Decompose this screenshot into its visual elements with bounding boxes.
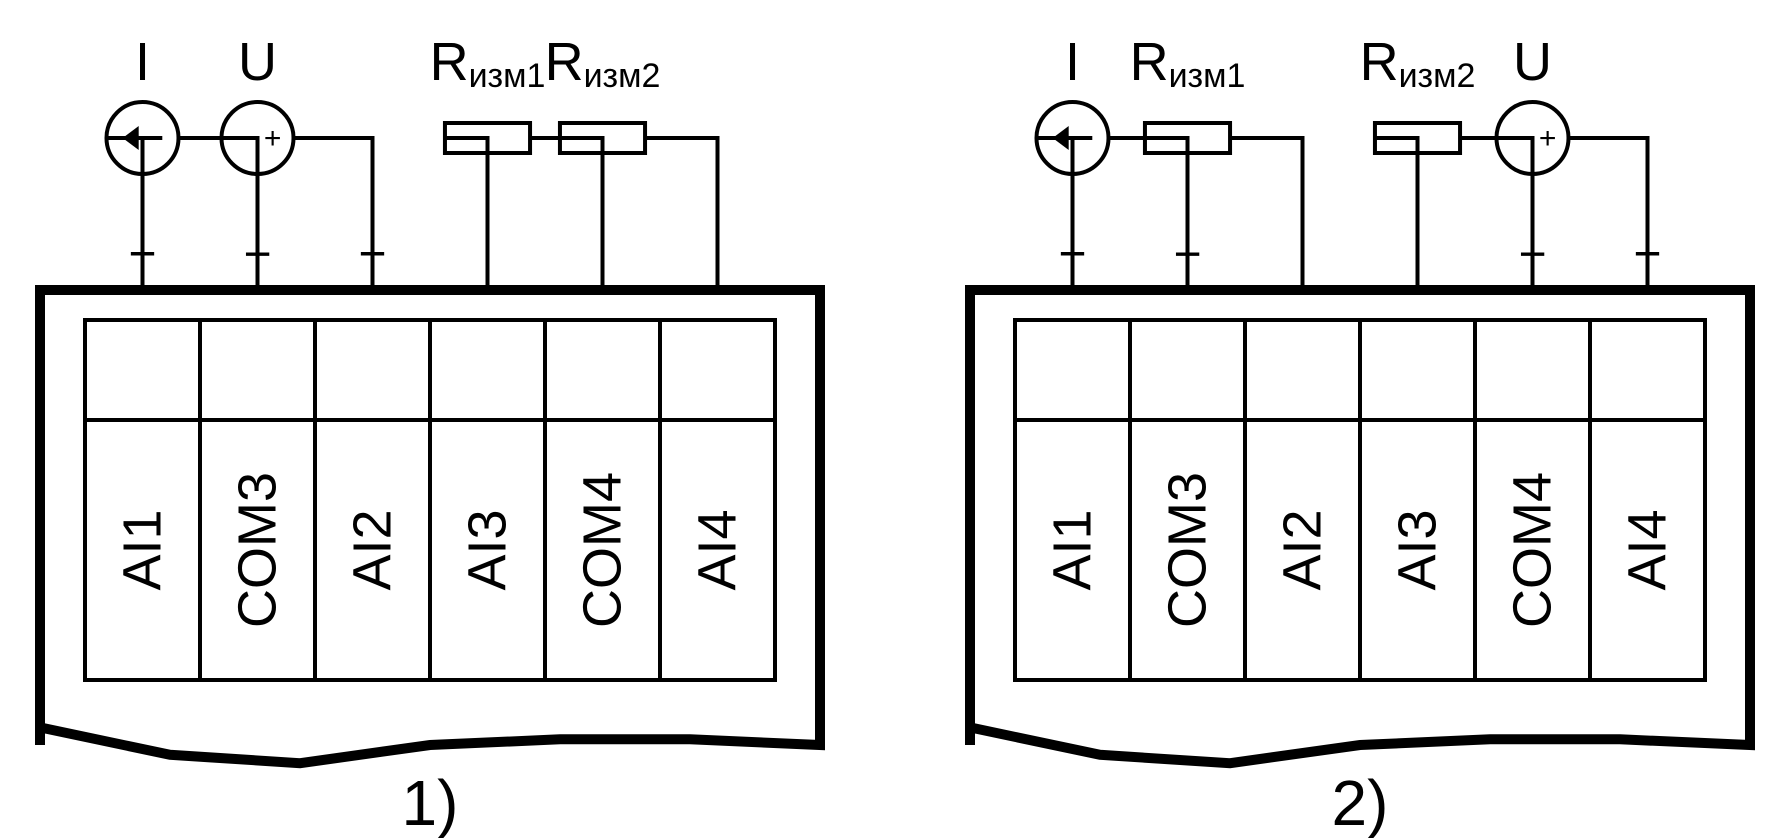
terminal-label: AI3 (458, 509, 518, 590)
component-label: U (1513, 32, 1552, 92)
terminal-label: AI1 (1043, 509, 1103, 590)
block-1: AI1COM3AI2AI3COM4AI4+−+I−+URизм1Rизм21) (40, 32, 820, 838)
component-label: I (135, 32, 150, 92)
wire (445, 138, 488, 290)
component-resistor: Rизм2 (545, 32, 718, 290)
plus-mark: + (264, 122, 282, 155)
component-resistor: Rизм1 (1130, 32, 1303, 290)
plus-mark: + (1539, 122, 1557, 155)
component-label: Rизм1 (1130, 32, 1246, 95)
wire (530, 138, 602, 290)
wire (645, 138, 717, 290)
component-label: Rизм2 (1360, 32, 1476, 95)
terminal-label: COM3 (228, 472, 288, 628)
wire (1375, 138, 1418, 290)
diagram-caption: 2) (1332, 767, 1389, 838)
component-label: Rизм2 (545, 32, 661, 95)
wire (1230, 138, 1302, 290)
terminal-label: COM4 (573, 472, 633, 628)
component-label: U (238, 32, 277, 92)
terminal-label: AI2 (1273, 509, 1333, 590)
terminal-label: AI1 (113, 509, 173, 590)
component-label: I (1065, 32, 1080, 92)
terminal-label: COM4 (1503, 472, 1563, 628)
component-label: Rизм1 (430, 32, 546, 95)
wiring-diagram: AI1COM3AI2AI3COM4AI4+−+I−+URизм1Rизм21)A… (0, 0, 1788, 838)
terminal-label: COM3 (1158, 472, 1218, 628)
terminal-label: AI2 (343, 509, 403, 590)
diagram-caption: 1) (402, 767, 459, 838)
terminal-label: AI3 (1388, 509, 1448, 590)
wire (560, 138, 603, 290)
block-2: AI1COM3AI2AI3COM4AI4+−−+IRизм1Rизм2−+U2) (970, 32, 1750, 838)
terminal-label: AI4 (1618, 509, 1678, 590)
terminal-label: AI4 (688, 509, 748, 590)
